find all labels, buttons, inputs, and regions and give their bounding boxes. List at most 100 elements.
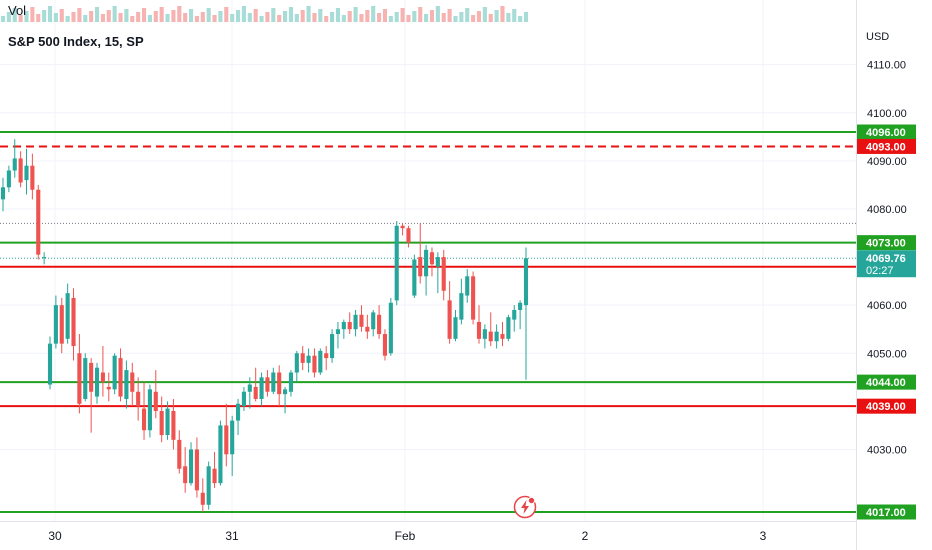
candle-body [365,326,370,332]
volume-bar [382,9,388,22]
candle-body [347,322,352,330]
candle-body [330,334,335,359]
candle-body [318,350,323,373]
candle [118,348,123,402]
candle-body [136,391,141,407]
candle [165,401,170,440]
level-price-badge[interactable]: 4039.00 [857,398,916,414]
level-price-badge[interactable]: 4096.00 [857,124,916,140]
candle [89,358,94,433]
candle-body [335,329,341,335]
candle [53,295,58,349]
volume-bar [447,9,452,22]
volume-bar [341,15,346,22]
level-price-badge[interactable]: 4073.00 [857,235,916,251]
price-tick-label: 4110.00 [867,60,906,72]
candle-body [24,165,29,181]
level-price-badge[interactable]: 4093.00 [857,138,916,154]
candle-body [30,165,35,190]
level-badge-bg [857,138,916,154]
level-price-badge[interactable]: 4017.00 [857,504,916,520]
candle [335,322,341,349]
symbol-title[interactable]: S&P 500 Index, 15, SP [8,34,144,49]
level-price-badge[interactable]: 4044.00 [857,374,916,390]
volume-bar [371,6,376,22]
candle [471,271,476,325]
volume-bar [353,7,358,22]
level-badge-bg [857,398,916,414]
volume-bar [124,9,129,22]
volume-bar [306,6,311,22]
candle [183,447,188,493]
candle [347,312,352,335]
candle-body [523,258,529,306]
current-price-text: 4069.76 [866,253,906,265]
candle [488,312,493,347]
volume-bar [406,15,411,22]
candle [65,283,70,344]
candle [459,278,464,325]
candle [330,329,335,363]
horizontal-levels[interactable] [0,131,856,513]
time-tick-label: 3 [760,529,767,543]
volume-bar [271,8,276,22]
candle-body [0,187,6,200]
candle [253,367,258,402]
volume-bar [429,10,435,22]
candle-body [494,331,499,342]
volume-bar [388,16,393,22]
volume-bar [330,12,335,22]
candle-body [218,425,223,484]
candle [94,362,100,404]
volume-bar [194,16,199,22]
candle [288,370,294,397]
volume-bar [83,15,88,22]
volume-bar [89,11,94,22]
volume-bar [241,6,246,22]
candle-body [153,391,158,411]
currency-label[interactable]: USD [866,31,890,43]
level-badge-bg [857,124,916,140]
volume-bar [377,13,382,22]
volume-bar [42,10,47,22]
volume-bar [453,16,458,22]
lightning-alert-icon[interactable] [513,495,537,519]
candle-body [341,322,346,330]
candle-body [18,158,23,183]
candle [100,346,105,397]
candle-body [412,259,417,296]
candle [412,254,417,298]
volume-bar [253,9,258,22]
volume-bar [418,7,423,22]
candle-body [36,189,41,255]
volume-bar [218,11,223,22]
volume-bar [230,14,235,22]
volume-bar [224,7,229,22]
volume-bar [12,8,17,22]
price-axis[interactable]: 4110.00 4100.00 4090.00 4080.00 4060.00 4050.… [856,0,917,550]
price-tick-label: 4050.00 [867,348,907,360]
candle-body [400,225,405,229]
candle [194,437,199,498]
volume-bar [424,14,429,22]
candle-body [435,257,440,267]
candle [400,223,405,236]
volume-bar [318,9,323,22]
candle [341,319,346,339]
candle [318,348,323,375]
time-axis[interactable]: 30 31 Feb 2 3 [0,521,856,544]
candle [447,281,452,344]
candle-body [488,331,493,342]
volume-bar [212,15,217,22]
candle-body [447,300,452,339]
candle [106,372,111,402]
candle-body [300,353,305,363]
volume-bar [100,14,105,22]
candle-body [324,353,329,359]
candle [153,370,158,419]
candle-body [294,353,299,373]
volume-bar [277,15,282,22]
